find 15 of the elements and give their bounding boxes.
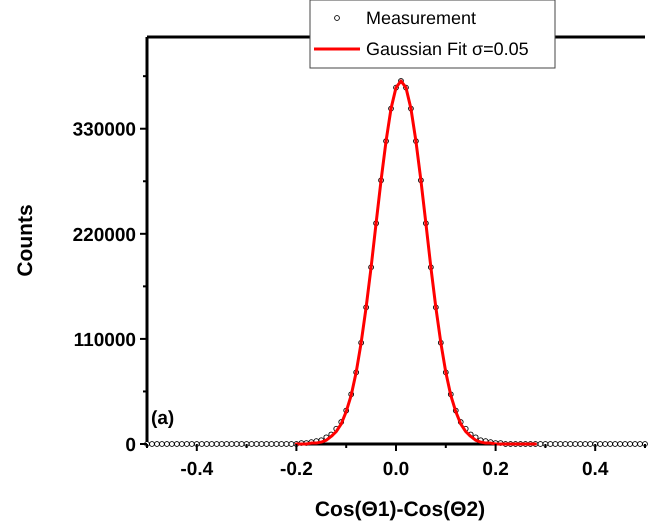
annotation: (a)	[151, 408, 174, 429]
y-tick-label: 220000	[72, 224, 136, 246]
x-tick-label: 0.0	[382, 459, 410, 480]
y-tick-label: 110000	[74, 330, 136, 351]
x-tick-label: 0.2	[482, 459, 509, 480]
legend-label: Gaussian Fit σ=0.05	[366, 39, 529, 59]
x-axis-title: Cos(Θ1)-Cos(Θ2)	[314, 498, 486, 521]
y-tick-label: 0	[125, 435, 136, 456]
x-tick-label: 0.4	[582, 459, 609, 480]
y-tick-label: 330000	[72, 120, 136, 141]
y-axis-title: Counts	[14, 204, 37, 277]
line-series	[294, 79, 537, 446]
legend-label: Measurement	[366, 8, 476, 28]
x-tick-label: -0.2	[280, 459, 313, 480]
x-tick-label: -0.4	[180, 459, 214, 480]
